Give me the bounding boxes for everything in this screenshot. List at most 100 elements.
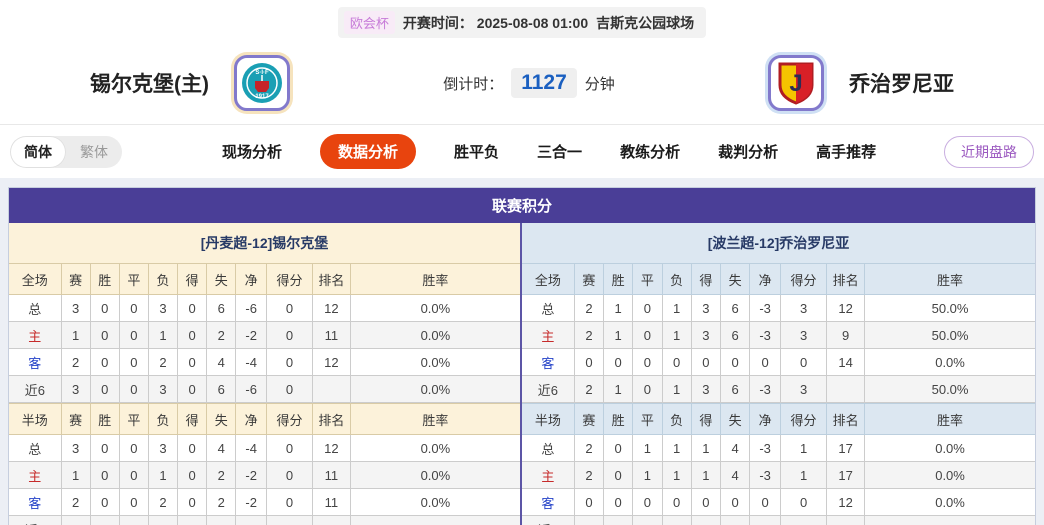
stat-cell: 50.0% <box>864 375 1035 403</box>
stat-cell: 2 <box>147 348 179 376</box>
stats-row: 近6300304-400.0% <box>9 515 520 525</box>
stat-cell <box>312 375 351 403</box>
stat-cell: 0 <box>89 348 120 376</box>
venue: 吉斯克公园球场 <box>596 14 695 31</box>
standings-title: 联赛积分 <box>9 188 1035 223</box>
stat-cell <box>826 515 866 525</box>
stat-cell: 3 <box>147 515 179 525</box>
stat-cell: 0 <box>118 321 149 349</box>
stat-cell <box>312 515 351 525</box>
stat-cell: -3 <box>749 434 781 462</box>
stats-row: 近6 3 0 0 3 0 6 -6 0 0.0% <box>9 375 520 403</box>
stat-cell: 1 <box>632 515 663 525</box>
home-team-logo-icon: S·I·F 1917 <box>234 55 290 111</box>
stats-row: 总 2 0 1 1 1 4 -3 1 17 0.0% <box>522 434 1035 462</box>
nav-tab[interactable]: 现场分析 <box>222 144 283 161</box>
stat-cell: 0 <box>118 294 149 322</box>
stat-cell: 0 <box>266 321 313 349</box>
countdown-value: 1127 <box>511 68 577 98</box>
row-label: 总 <box>522 434 575 462</box>
nav-tab[interactable]: 裁判分析 <box>718 144 779 161</box>
stat-cell: 0.0% <box>349 434 520 462</box>
away-standings-half: [波兰超-12]乔治罗尼亚 全场赛胜平负得失净得分 排名 胜率总 2 1 0 1 3 6 -3 3 1… <box>522 223 1035 525</box>
standings-halves: [丹麦超-12]锡尔克堡 全场赛胜平负得失净得分 排名 胜率总 3 0 0 3 0 6 -6 0 12… <box>9 223 1035 525</box>
stats-row: 主 1 0 0 1 0 2 -2 0 11 0.0% <box>9 321 520 349</box>
stat-cell: 0 <box>632 321 663 349</box>
stats-row: 总 2 1 0 1 3 6 -3 3 12 50.0% <box>522 294 1035 322</box>
row-label: 客 <box>9 488 62 516</box>
stat-cell: 0 <box>603 348 634 376</box>
stats-row: 近6201114-310.0% <box>522 515 1035 525</box>
stat-cell: 2 <box>573 515 605 525</box>
stat-cell: 0 <box>177 348 208 376</box>
stat-cell: 0 <box>719 348 751 376</box>
nav-tab[interactable]: 三合一 <box>537 144 583 161</box>
stat-cell: 1 <box>603 294 634 322</box>
column-header: 失 <box>719 403 751 435</box>
column-header: 平 <box>632 403 663 435</box>
stat-cell: 0 <box>118 434 149 462</box>
stat-cell: 2 <box>206 321 237 349</box>
content-area: 联赛积分 [丹麦超-12]锡尔克堡 全场赛胜平负得失净得分 排名 胜率总 3 0 0 3 0 6… <box>0 178 1044 525</box>
stat-cell: 3 <box>690 294 721 322</box>
section-label: 半场 <box>522 403 575 435</box>
stat-cell: 0 <box>177 321 208 349</box>
row-label: 主 <box>9 461 62 489</box>
column-header: 胜率 <box>864 403 1035 435</box>
stat-cell: 0.0% <box>349 515 520 525</box>
nav-tab[interactable]: 胜平负 <box>454 144 500 161</box>
stat-cell: 1 <box>690 461 721 489</box>
stat-cell: -2 <box>235 321 268 349</box>
stat-cell: 0 <box>89 488 120 516</box>
section-label: 全场 <box>522 263 575 295</box>
lang-toggle[interactable]: 简体 繁体 <box>10 135 122 168</box>
stat-cell: 0 <box>118 375 149 403</box>
stat-cell: 4 <box>206 348 237 376</box>
stat-cell: 2 <box>206 488 237 516</box>
nav-tabs: 现场分析 数据分析 胜平负 三合一 教练分析 裁判分析 高手推荐 <box>222 134 944 169</box>
column-header: 胜率 <box>349 403 520 435</box>
stat-cell: 1 <box>661 461 692 489</box>
home-team-badge: S·I·F 1917 <box>231 52 293 114</box>
stat-cell: 3 <box>779 294 828 322</box>
stat-cell: 1 <box>779 434 828 462</box>
stat-cell: 0 <box>661 488 692 516</box>
stats-row: 客 2 0 0 2 0 2 -2 0 11 0.0% <box>9 488 520 516</box>
nav-tab[interactable]: 数据分析 <box>320 134 417 169</box>
row-label: 客 <box>9 348 62 376</box>
row-label: 近6 <box>522 515 575 525</box>
lang-option[interactable]: 简体 <box>10 135 66 168</box>
stat-cell: 0.0% <box>864 348 1035 376</box>
column-header: 胜率 <box>864 263 1035 295</box>
top-info-bar: 欧会杯 开赛时间： 2025-08-08 01:00 吉斯克公园球场 <box>0 0 1044 38</box>
recent-trend-button[interactable]: 近期盘路 <box>944 135 1034 168</box>
stat-cell: 1 <box>661 294 692 322</box>
column-header: 胜 <box>89 263 120 295</box>
row-label: 客 <box>522 488 575 516</box>
svg-text:1917: 1917 <box>255 94 269 100</box>
match-info-pill: 欧会杯 开赛时间： 2025-08-08 01:00 吉斯克公园球场 <box>337 7 707 38</box>
stat-cell: 11 <box>312 321 351 349</box>
stat-cell: 0 <box>118 488 149 516</box>
nav-tab[interactable]: 高手推荐 <box>816 144 877 161</box>
stat-cell <box>826 375 866 403</box>
stat-cell: 6 <box>206 294 237 322</box>
stat-cell: 0 <box>603 434 634 462</box>
kickoff-value: 2025-08-08 01:00 <box>476 14 589 31</box>
stat-cell: 17 <box>826 434 866 462</box>
lang-option[interactable]: 繁体 <box>80 143 108 160</box>
stat-cell: 0 <box>573 348 605 376</box>
row-label: 近6 <box>522 375 575 403</box>
column-header: 赛 <box>573 403 605 435</box>
nav-tab[interactable]: 教练分析 <box>620 144 681 161</box>
stat-cell: 4 <box>719 461 751 489</box>
column-header: 得分 <box>266 403 313 435</box>
stats-row: 主 2 1 0 1 3 6 -3 3 9 50.0% <box>522 321 1035 349</box>
league-badge: 欧会杯 <box>343 11 395 34</box>
row-label: 近6 <box>9 375 62 403</box>
stats-row: 客 2 0 0 2 0 4 -4 0 12 0.0% <box>9 348 520 376</box>
stat-cell: 0 <box>118 461 149 489</box>
away-team-logo-icon: J <box>768 55 824 111</box>
stat-cell: 0 <box>632 488 663 516</box>
row-label: 总 <box>522 294 575 322</box>
